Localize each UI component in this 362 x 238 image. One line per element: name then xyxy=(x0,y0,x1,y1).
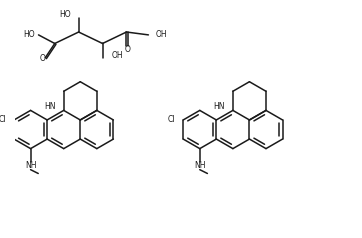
Text: OH: OH xyxy=(112,51,124,60)
Text: HN: HN xyxy=(45,102,56,111)
Text: NH: NH xyxy=(25,161,36,170)
Text: O: O xyxy=(125,45,130,54)
Text: Cl: Cl xyxy=(168,114,176,124)
Text: OH: OH xyxy=(156,30,168,39)
Text: HN: HN xyxy=(214,102,225,111)
Text: HO: HO xyxy=(23,30,35,39)
Text: Cl: Cl xyxy=(0,114,7,124)
Text: O: O xyxy=(39,54,45,63)
Text: NH: NH xyxy=(194,161,206,170)
Text: HO: HO xyxy=(59,10,71,19)
